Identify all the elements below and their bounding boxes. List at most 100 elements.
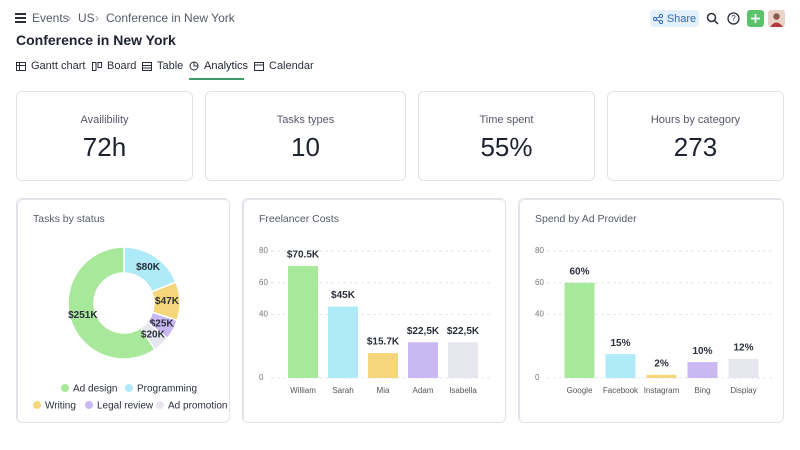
search-icon[interactable] bbox=[706, 12, 719, 25]
bar bbox=[687, 362, 718, 378]
menu-icon[interactable] bbox=[15, 13, 27, 23]
kpi-card: Tasks types 10 bbox=[205, 91, 406, 181]
kpi-card: Availibility 72h bbox=[16, 91, 193, 181]
chart-card: Freelancer Costs 0 40 60 80 $70.5K William $45K… bbox=[242, 198, 506, 423]
y-tick-label: 40 bbox=[259, 310, 268, 319]
svg-text:?: ? bbox=[731, 14, 736, 23]
help-icon[interactable]: ? bbox=[727, 12, 740, 25]
bar bbox=[728, 358, 759, 378]
legend-label: Ad design bbox=[73, 384, 117, 395]
bar bbox=[605, 354, 636, 378]
bar bbox=[288, 266, 318, 378]
data-label: 60% bbox=[569, 266, 589, 277]
tab-label: Board bbox=[107, 60, 137, 72]
tab[interactable]: Calendar bbox=[254, 60, 314, 72]
data-label: $45K bbox=[331, 290, 356, 301]
y-tick-label: 60 bbox=[535, 278, 544, 287]
add-button[interactable] bbox=[747, 10, 764, 27]
x-tick-label: Isabella bbox=[449, 386, 477, 395]
tab-icon bbox=[92, 61, 102, 71]
share-label: Share bbox=[666, 12, 697, 25]
data-label: 12% bbox=[733, 343, 753, 354]
bar bbox=[368, 353, 398, 378]
data-label: 2% bbox=[654, 358, 669, 369]
legend-label: Ad promotion bbox=[168, 401, 227, 412]
x-tick-label: Sarah bbox=[332, 386, 353, 395]
kpi-card: Hours by category 273 bbox=[607, 91, 784, 181]
data-label: $22,5K bbox=[407, 326, 440, 337]
data-label: $80K bbox=[136, 262, 161, 273]
breadcrumb-item[interactable]: Conference in New York bbox=[106, 11, 235, 25]
data-label: $15.7K bbox=[367, 337, 400, 348]
x-tick-label: Bing bbox=[694, 386, 710, 395]
breadcrumb-item[interactable]: US bbox=[78, 11, 95, 25]
bar bbox=[646, 374, 677, 378]
bar bbox=[448, 342, 478, 378]
tab[interactable]: Board bbox=[92, 60, 136, 72]
kpi-card: Time spent 55% bbox=[418, 91, 595, 181]
x-tick-label: Google bbox=[567, 386, 593, 395]
bar bbox=[408, 342, 438, 378]
breadcrumb-item[interactable]: Events bbox=[32, 11, 69, 25]
y-tick-label: 40 bbox=[535, 310, 544, 319]
x-tick-label: Mia bbox=[377, 386, 390, 395]
kpi-value: 273 bbox=[673, 132, 718, 162]
data-label: 15% bbox=[610, 338, 630, 349]
card-border bbox=[17, 199, 229, 422]
tab[interactable]: Table bbox=[142, 60, 183, 72]
tab-label: Calendar bbox=[269, 60, 314, 72]
tab-underline bbox=[189, 78, 244, 80]
y-tick-label: 0 bbox=[259, 373, 264, 382]
y-tick-label: 60 bbox=[259, 278, 268, 287]
x-tick-label: Instagram bbox=[644, 386, 680, 395]
avatar[interactable] bbox=[768, 10, 785, 27]
donut-segment bbox=[67, 246, 157, 360]
data-label: $22,5K bbox=[447, 326, 480, 337]
tab-icon bbox=[254, 62, 264, 71]
data-label: $47K bbox=[155, 296, 180, 307]
data-label: $70.5K bbox=[287, 250, 320, 261]
tab-label: Gantt chart bbox=[31, 60, 86, 72]
bar bbox=[564, 282, 595, 378]
share-button[interactable]: Share bbox=[650, 10, 699, 27]
chart-card: Spend by Ad Provider 0 40 60 80 60% Google 15% F… bbox=[518, 198, 784, 423]
data-label: $251K bbox=[68, 310, 98, 321]
legend-label: Programming bbox=[137, 384, 197, 395]
tab-label: Table bbox=[157, 60, 184, 72]
breadcrumb-separator: › bbox=[95, 11, 99, 25]
data-label: $25K bbox=[150, 318, 175, 329]
kpi-label: Availibility bbox=[80, 114, 129, 126]
tab-icon bbox=[142, 61, 152, 71]
tab-icon bbox=[16, 61, 26, 71]
legend-swatch bbox=[125, 384, 133, 392]
tab-icon bbox=[189, 61, 199, 71]
tab-active[interactable]: Analytics bbox=[189, 60, 248, 72]
kpi-label: Tasks types bbox=[276, 114, 335, 126]
x-tick-label: Display bbox=[730, 386, 756, 395]
legend-swatch bbox=[61, 384, 69, 392]
bar bbox=[328, 306, 358, 378]
kpi-value: 10 bbox=[291, 132, 320, 162]
legend-label: Legal review bbox=[97, 401, 154, 412]
tab-label: Analytics bbox=[204, 60, 249, 72]
kpi-label: Hours by category bbox=[650, 114, 741, 126]
donut-segment bbox=[139, 320, 169, 351]
kpi-value: 72h bbox=[82, 132, 127, 162]
chart-title: Spend by Ad Provider bbox=[535, 213, 637, 225]
kpi-label: Time spent bbox=[479, 114, 534, 126]
chart-card: Tasks by status $251K Ad design $80K Program… bbox=[16, 198, 230, 423]
share-icon bbox=[652, 13, 663, 24]
y-tick-label: 80 bbox=[259, 246, 268, 255]
chart-title: Freelancer Costs bbox=[259, 213, 339, 225]
tab[interactable]: Gantt chart bbox=[16, 60, 85, 72]
chart-title: Tasks by status bbox=[33, 213, 105, 225]
legend-swatch bbox=[156, 401, 164, 409]
y-tick-label: 0 bbox=[535, 373, 540, 382]
y-tick-label: 80 bbox=[535, 246, 544, 255]
legend-swatch bbox=[85, 401, 93, 409]
breadcrumb-separator: › bbox=[67, 11, 71, 25]
page-title: Conference in New York bbox=[16, 32, 176, 48]
x-tick-label: Facebook bbox=[603, 386, 639, 395]
data-label: 10% bbox=[692, 346, 712, 357]
